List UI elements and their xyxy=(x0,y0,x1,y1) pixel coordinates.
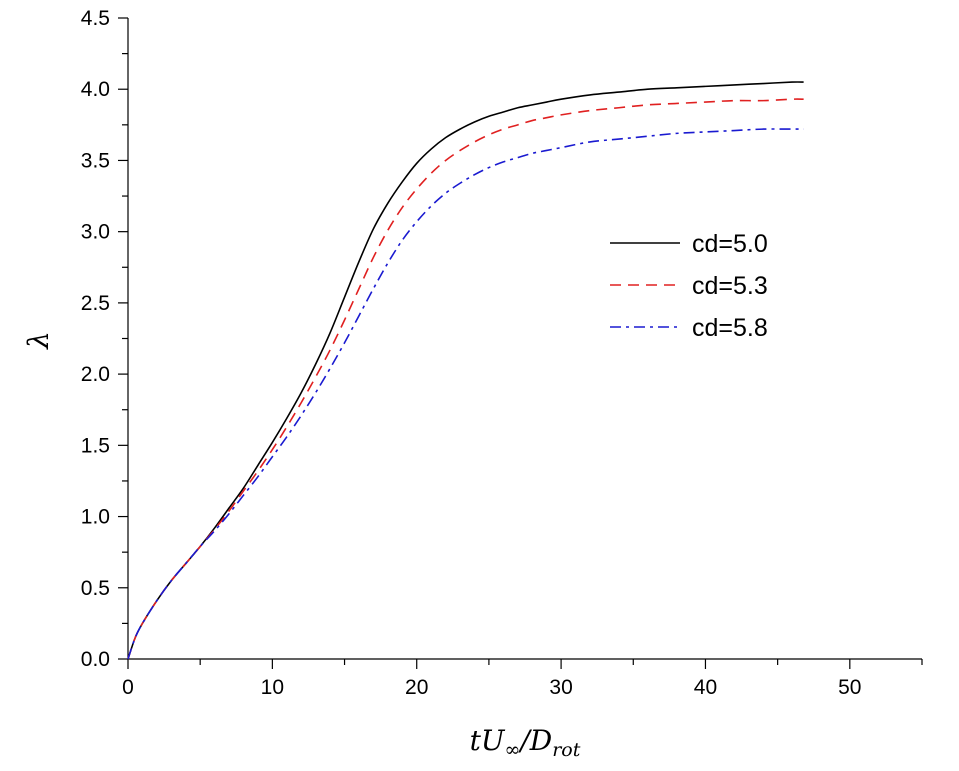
x-tick-label: 20 xyxy=(405,676,428,699)
x-tick-label: 10 xyxy=(261,676,284,699)
legend-label: cd=5.0 xyxy=(692,230,768,258)
y-tick-label: 0.5 xyxy=(81,577,110,600)
legend-label: cd=5.8 xyxy=(692,314,768,342)
legend-label: cd=5.3 xyxy=(692,272,768,300)
series-lines xyxy=(127,81,804,660)
y-tick-label: 1.0 xyxy=(81,506,110,529)
y-tick-label: 2.0 xyxy=(81,363,110,386)
x-ticks: 0 10 20 30 40 50 xyxy=(122,659,923,699)
x-tick-label: 50 xyxy=(838,676,861,699)
y-tick-label: 4.5 xyxy=(81,7,110,30)
y-tick-label: 0.0 xyxy=(81,648,110,671)
y-tick-label: 3.5 xyxy=(81,149,110,172)
x-tick-label: 30 xyxy=(549,676,572,699)
axes-frame xyxy=(127,18,922,660)
legend: cd=5.0 cd=5.3 cd=5.8 xyxy=(610,230,768,342)
y-axis-title: λ xyxy=(22,331,55,350)
y-ticks: 0.0 0.5 1.0 1.5 2.0 2.5 3.0 3.5 4.0 4.5 xyxy=(81,7,128,671)
x-tick-label: 40 xyxy=(694,676,717,699)
x-tick-label: 0 xyxy=(122,676,134,699)
x-axis-title: tU∞/Drot xyxy=(470,724,581,761)
series-line-cd-5-0 xyxy=(127,81,804,660)
series-line-cd-5-8 xyxy=(127,128,804,660)
y-tick-label: 1.5 xyxy=(81,434,110,457)
y-tick-label: 2.5 xyxy=(81,292,110,315)
y-tick-label: 4.0 xyxy=(81,78,110,101)
y-tick-label: 3.0 xyxy=(81,221,110,244)
series-line-cd-5-3 xyxy=(127,98,804,660)
